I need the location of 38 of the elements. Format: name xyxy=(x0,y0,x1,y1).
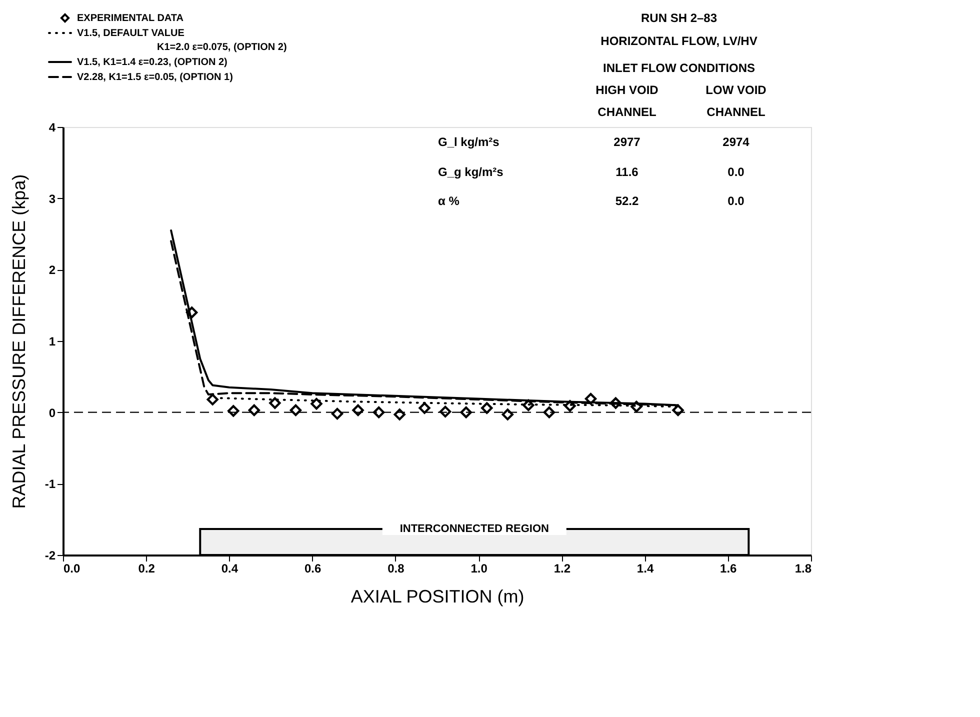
x-tick-label: 0.0 xyxy=(64,562,81,576)
band-label: INTERCONNECTED REGION xyxy=(400,523,550,535)
x-tick-label: 0.8 xyxy=(388,562,405,576)
x-tick-label: 1.6 xyxy=(720,562,738,576)
y-tick-label: 0 xyxy=(48,406,56,420)
y-tick-label: -2 xyxy=(44,548,56,562)
y-tick-label: 4 xyxy=(48,120,56,134)
x-axis-title: AXIAL POSITION (m) xyxy=(350,586,524,606)
annotation: 52.2 xyxy=(615,194,639,208)
legend-label: V1.5, K1=1.4 ε=0.23, (OPTION 2) xyxy=(77,57,228,68)
annotation: 2977 xyxy=(614,135,641,149)
annotation: 11.6 xyxy=(616,165,639,179)
annotation: 0.0 xyxy=(728,165,745,179)
x-tick-label: 1.8 xyxy=(794,562,812,576)
x-tick-label: 0.6 xyxy=(304,562,322,576)
x-tick-label: 0.4 xyxy=(221,562,238,576)
legend-label: V1.5, DEFAULT VALUE K1=2.0 ε=0.075, (OPTION 2) xyxy=(77,28,287,53)
annotation: 2974 xyxy=(722,135,750,149)
text: HORIZONTAL FLOW, LV/HV xyxy=(600,34,758,48)
annotation: G_g kg/m²s xyxy=(438,165,504,179)
x-tick-label: 1.4 xyxy=(636,562,654,576)
text: RUN SH 2–83 xyxy=(640,11,718,25)
y-tick-label: 1 xyxy=(48,334,56,348)
y-tick-label: 3 xyxy=(48,192,56,206)
y-axis-title: RADIAL PRESSURE DIFFERENCE (kpa) xyxy=(8,174,29,509)
annotation: G_l kg/m²s xyxy=(438,135,500,149)
legend-label: V2.28, K1=1.5 ε=0.05, (OPTION 1) xyxy=(77,72,233,83)
x-tick-label: 1.0 xyxy=(470,562,488,576)
x-tick-label: 1.2 xyxy=(554,562,571,576)
annotation: 0.0 xyxy=(728,194,745,208)
y-tick-label: -1 xyxy=(44,477,56,492)
legend-label: EXPERIMENTAL DATA xyxy=(77,13,184,24)
text: LOW VOID CHANNEL xyxy=(706,83,767,119)
text: HIGH VOID CHANNEL xyxy=(596,83,659,119)
annotation: α % xyxy=(438,194,460,208)
y-tick-label: 2 xyxy=(48,263,56,278)
x-tick-label: 0.2 xyxy=(138,562,156,576)
text: INLET FLOW CONDITIONS xyxy=(603,61,755,75)
